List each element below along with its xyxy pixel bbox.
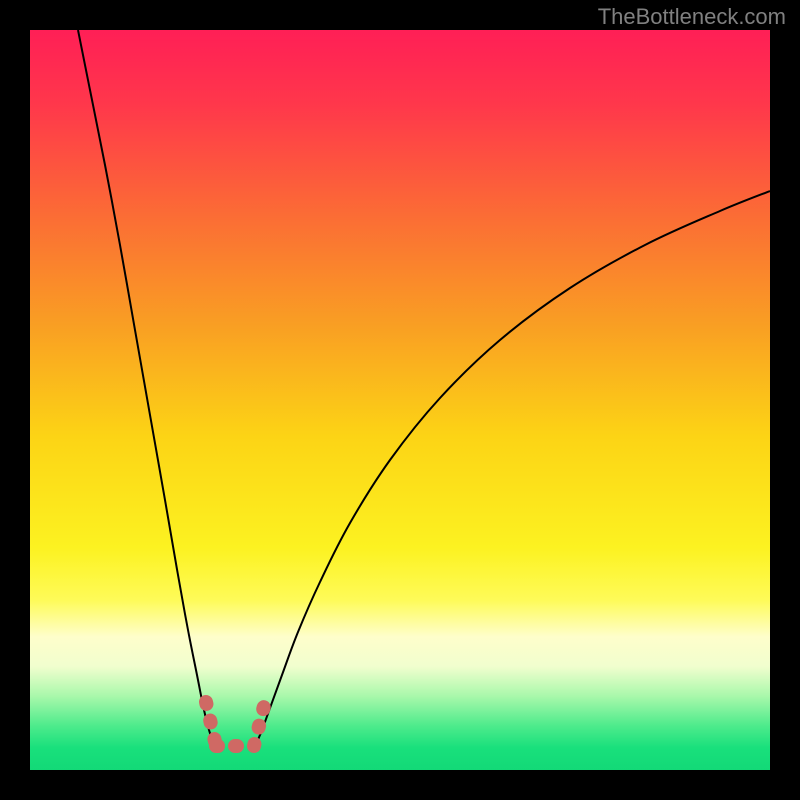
plot-svg — [30, 30, 770, 770]
plot-area — [30, 30, 770, 770]
chart-container: TheBottleneck.com — [0, 0, 800, 800]
watermark-text: TheBottleneck.com — [598, 4, 786, 30]
gradient-background — [30, 30, 770, 770]
